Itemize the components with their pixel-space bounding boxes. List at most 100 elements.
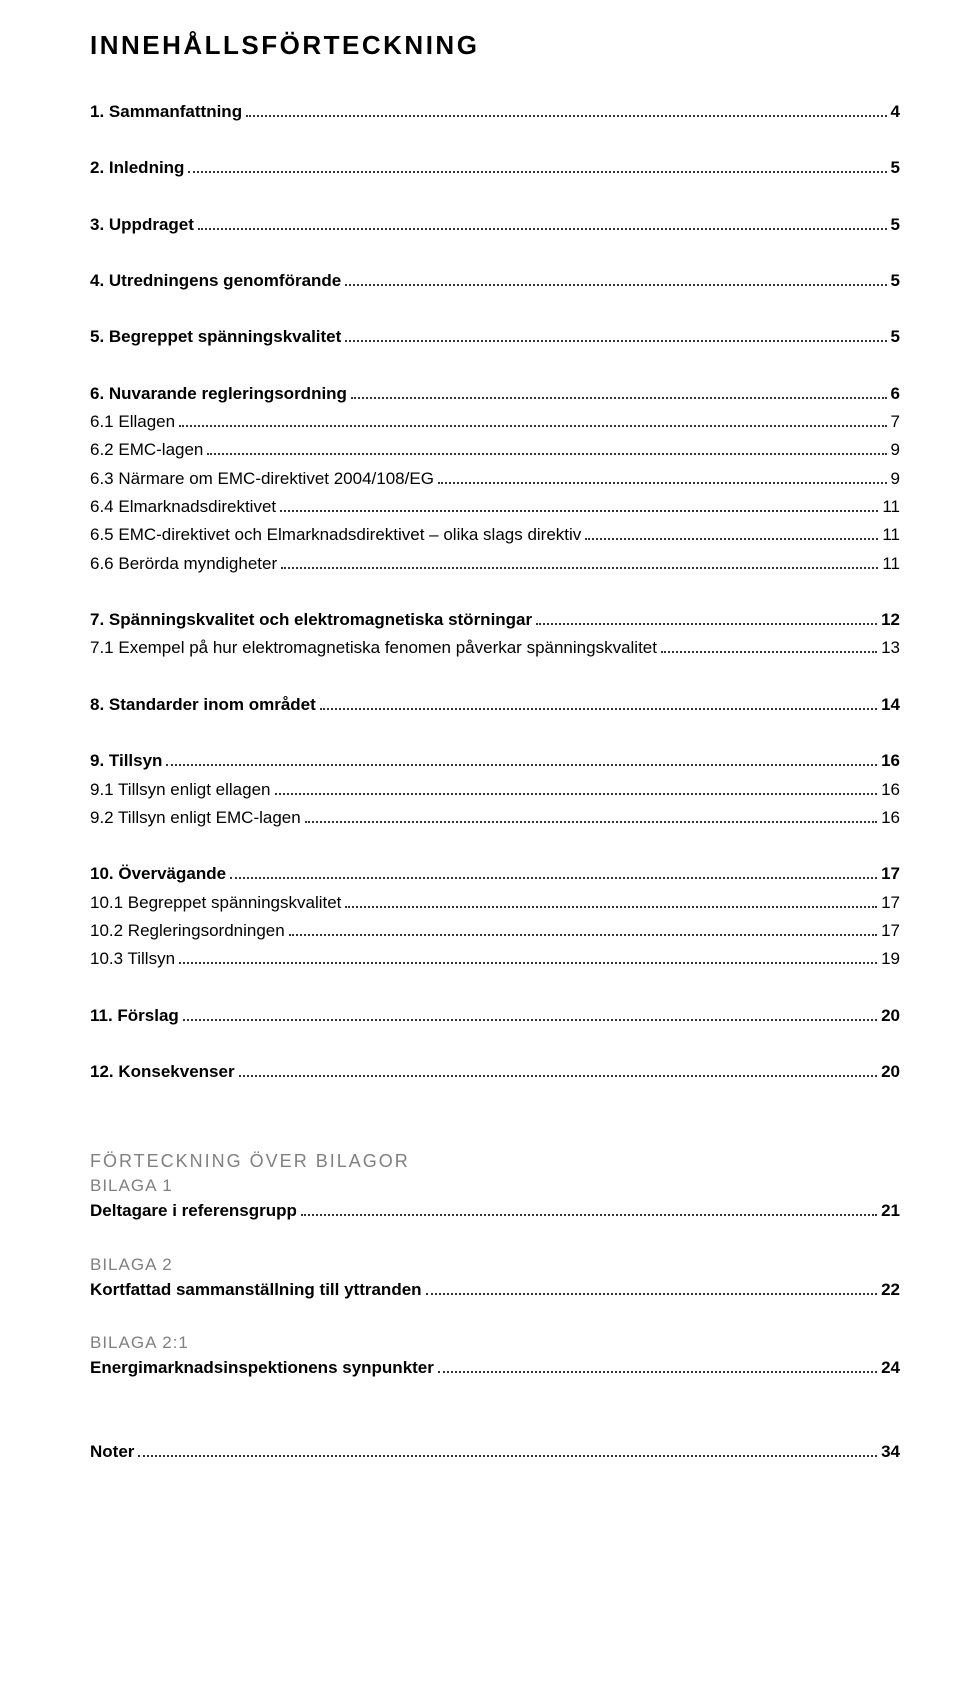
- toc-entry-page: 11: [882, 551, 900, 577]
- toc-entry-label: 9. Tillsyn: [90, 748, 162, 774]
- toc-entry-label: 3. Uppdraget: [90, 212, 194, 238]
- toc-leader-dots: [305, 821, 877, 823]
- toc-entry-label: 6.2 EMC-lagen: [90, 437, 203, 463]
- toc-leader-dots: [275, 793, 878, 795]
- toc-entry-label: 6.3 Närmare om EMC-direktivet 2004/108/E…: [90, 466, 434, 492]
- toc-entry: 6.6 Berörda myndigheter11: [90, 551, 900, 577]
- toc-leader-dots: [246, 115, 886, 117]
- toc-leader-dots: [166, 764, 877, 766]
- toc-entry-label: 8. Standarder inom området: [90, 692, 316, 718]
- toc-title: INNEHÅLLSFÖRTECKNING: [90, 30, 900, 61]
- toc-entry: Noter 34: [90, 1439, 900, 1465]
- spacer: [90, 127, 900, 155]
- spacer: [90, 184, 900, 212]
- toc-leader-dots: [345, 906, 877, 908]
- spacer: [90, 1087, 900, 1115]
- toc-entry: 8. Standarder inom området 14: [90, 692, 900, 718]
- toc-entry-page: 19: [881, 946, 900, 972]
- toc-entry-label: 10.3 Tillsyn: [90, 946, 175, 972]
- toc-entry-label: Energimarknadsinspektionens synpunkter: [90, 1355, 434, 1381]
- toc-entry-page: 17: [881, 890, 900, 916]
- toc-entry: 9. Tillsyn 16: [90, 748, 900, 774]
- toc-entry: 6.2 EMC-lagen 9: [90, 437, 900, 463]
- toc-entry: 6.3 Närmare om EMC-direktivet 2004/108/E…: [90, 466, 900, 492]
- spacer: [90, 720, 900, 748]
- toc-entry: 10.2 Regleringsordningen17: [90, 918, 900, 944]
- toc-entry: 2. Inledning5: [90, 155, 900, 181]
- toc-entry-label: 6. Nuvarande regleringsordning: [90, 381, 347, 407]
- spacer: [90, 296, 900, 324]
- toc-entry-label: Kortfattad sammanställning till yttrande…: [90, 1277, 422, 1303]
- toc-leader-dots: [179, 962, 877, 964]
- toc-leader-dots: [345, 284, 886, 286]
- toc-entry-page: 14: [881, 692, 900, 718]
- appendix-sublabel: BILAGA 2: [90, 1255, 900, 1275]
- spacer: [90, 240, 900, 268]
- toc-entry: 6.1 Ellagen7: [90, 409, 900, 435]
- appendix-sublabel: BILAGA 1: [90, 1176, 900, 1196]
- toc-entry-label: 4. Utredningens genomförande: [90, 268, 341, 294]
- toc-entry-label: 6.4 Elmarknadsdirektivet: [90, 494, 276, 520]
- toc-entry-label: Deltagare i referensgrupp: [90, 1198, 297, 1224]
- toc-entry: 10. Övervägande17: [90, 861, 900, 887]
- toc-leader-dots: [188, 171, 886, 173]
- toc-entry-page: 5: [891, 212, 900, 238]
- toc-leader-dots: [320, 708, 877, 710]
- toc-leader-dots: [289, 934, 877, 936]
- toc-entry-label: 5. Begreppet spänningskvalitet: [90, 324, 341, 350]
- toc-entry-page: 16: [881, 777, 900, 803]
- spacer: [90, 1227, 900, 1255]
- toc-entry-page: 17: [881, 918, 900, 944]
- toc-entry-label: 7. Spänningskvalitet och elektromagnetis…: [90, 607, 532, 633]
- toc-leader-dots: [345, 340, 886, 342]
- toc-leader-dots: [301, 1214, 877, 1216]
- toc-leader-dots: [438, 482, 887, 484]
- spacer: [90, 579, 900, 607]
- toc-entry-page: 9: [891, 466, 900, 492]
- toc-entry-page: 21: [881, 1198, 900, 1224]
- toc-entry-page: 11: [882, 494, 900, 520]
- toc-leader-dots: [536, 623, 877, 625]
- toc-appendix-list: BILAGA 1Deltagare i referensgrupp 21 BILAG…: [90, 1176, 900, 1381]
- toc-entry-page: 5: [891, 268, 900, 294]
- toc-leader-dots: [438, 1371, 877, 1373]
- toc-entry-page: 24: [881, 1355, 900, 1381]
- toc-leader-dots: [585, 538, 878, 540]
- toc-entry: Energimarknadsinspektionens synpunkter 24: [90, 1355, 900, 1381]
- toc-entry: 9.2 Tillsyn enligt EMC-lagen16: [90, 805, 900, 831]
- toc-leader-dots: [661, 651, 877, 653]
- toc-footer: Noter 34: [90, 1439, 900, 1465]
- toc-entry: 1. Sammanfattning4: [90, 99, 900, 125]
- toc-leader-dots: [280, 510, 878, 512]
- toc-entry-page: 7: [891, 409, 900, 435]
- toc-entry: 11. Förslag20: [90, 1003, 900, 1029]
- toc-leader-dots: [183, 1019, 877, 1021]
- toc-entry-label: Noter: [90, 1439, 134, 1465]
- toc-leader-dots: [239, 1075, 877, 1077]
- toc-entry-page: 13: [881, 635, 900, 661]
- appendix-heading: FÖRTECKNING ÖVER BILAGOR: [90, 1151, 900, 1172]
- toc-main-list: 1. Sammanfattning4 2. Inledning5 3. Uppdra…: [90, 99, 900, 1085]
- toc-entry-label: 1. Sammanfattning: [90, 99, 242, 125]
- toc-entry-page: 9: [891, 437, 900, 463]
- toc-leader-dots: [351, 397, 887, 399]
- toc-entry-page: 22: [881, 1277, 900, 1303]
- toc-entry-page: 34: [881, 1439, 900, 1465]
- toc-leader-dots: [179, 425, 886, 427]
- toc-entry-label: 10. Övervägande: [90, 861, 226, 887]
- spacer: [90, 1305, 900, 1333]
- toc-leader-dots: [207, 453, 886, 455]
- toc-entry-label: 6.5 EMC-direktivet och Elmarknadsdirekti…: [90, 522, 581, 548]
- toc-entry-page: 20: [881, 1059, 900, 1085]
- toc-entry-page: 11: [882, 522, 900, 548]
- spacer: [90, 353, 900, 381]
- toc-entry-label: 9.1 Tillsyn enligt ellagen: [90, 777, 271, 803]
- toc-entry: 6. Nuvarande regleringsordning6: [90, 381, 900, 407]
- toc-entry-page: 16: [881, 748, 900, 774]
- toc-entry-label: 9.2 Tillsyn enligt EMC-lagen: [90, 805, 301, 831]
- toc-entry: 7.1 Exempel på hur elektromagnetiska fen…: [90, 635, 900, 661]
- toc-entry: 6.5 EMC-direktivet och Elmarknadsdirekti…: [90, 522, 900, 548]
- toc-entry: 10.3 Tillsyn 19: [90, 946, 900, 972]
- toc-leader-dots: [198, 228, 887, 230]
- appendix-sublabel: BILAGA 2:1: [90, 1333, 900, 1353]
